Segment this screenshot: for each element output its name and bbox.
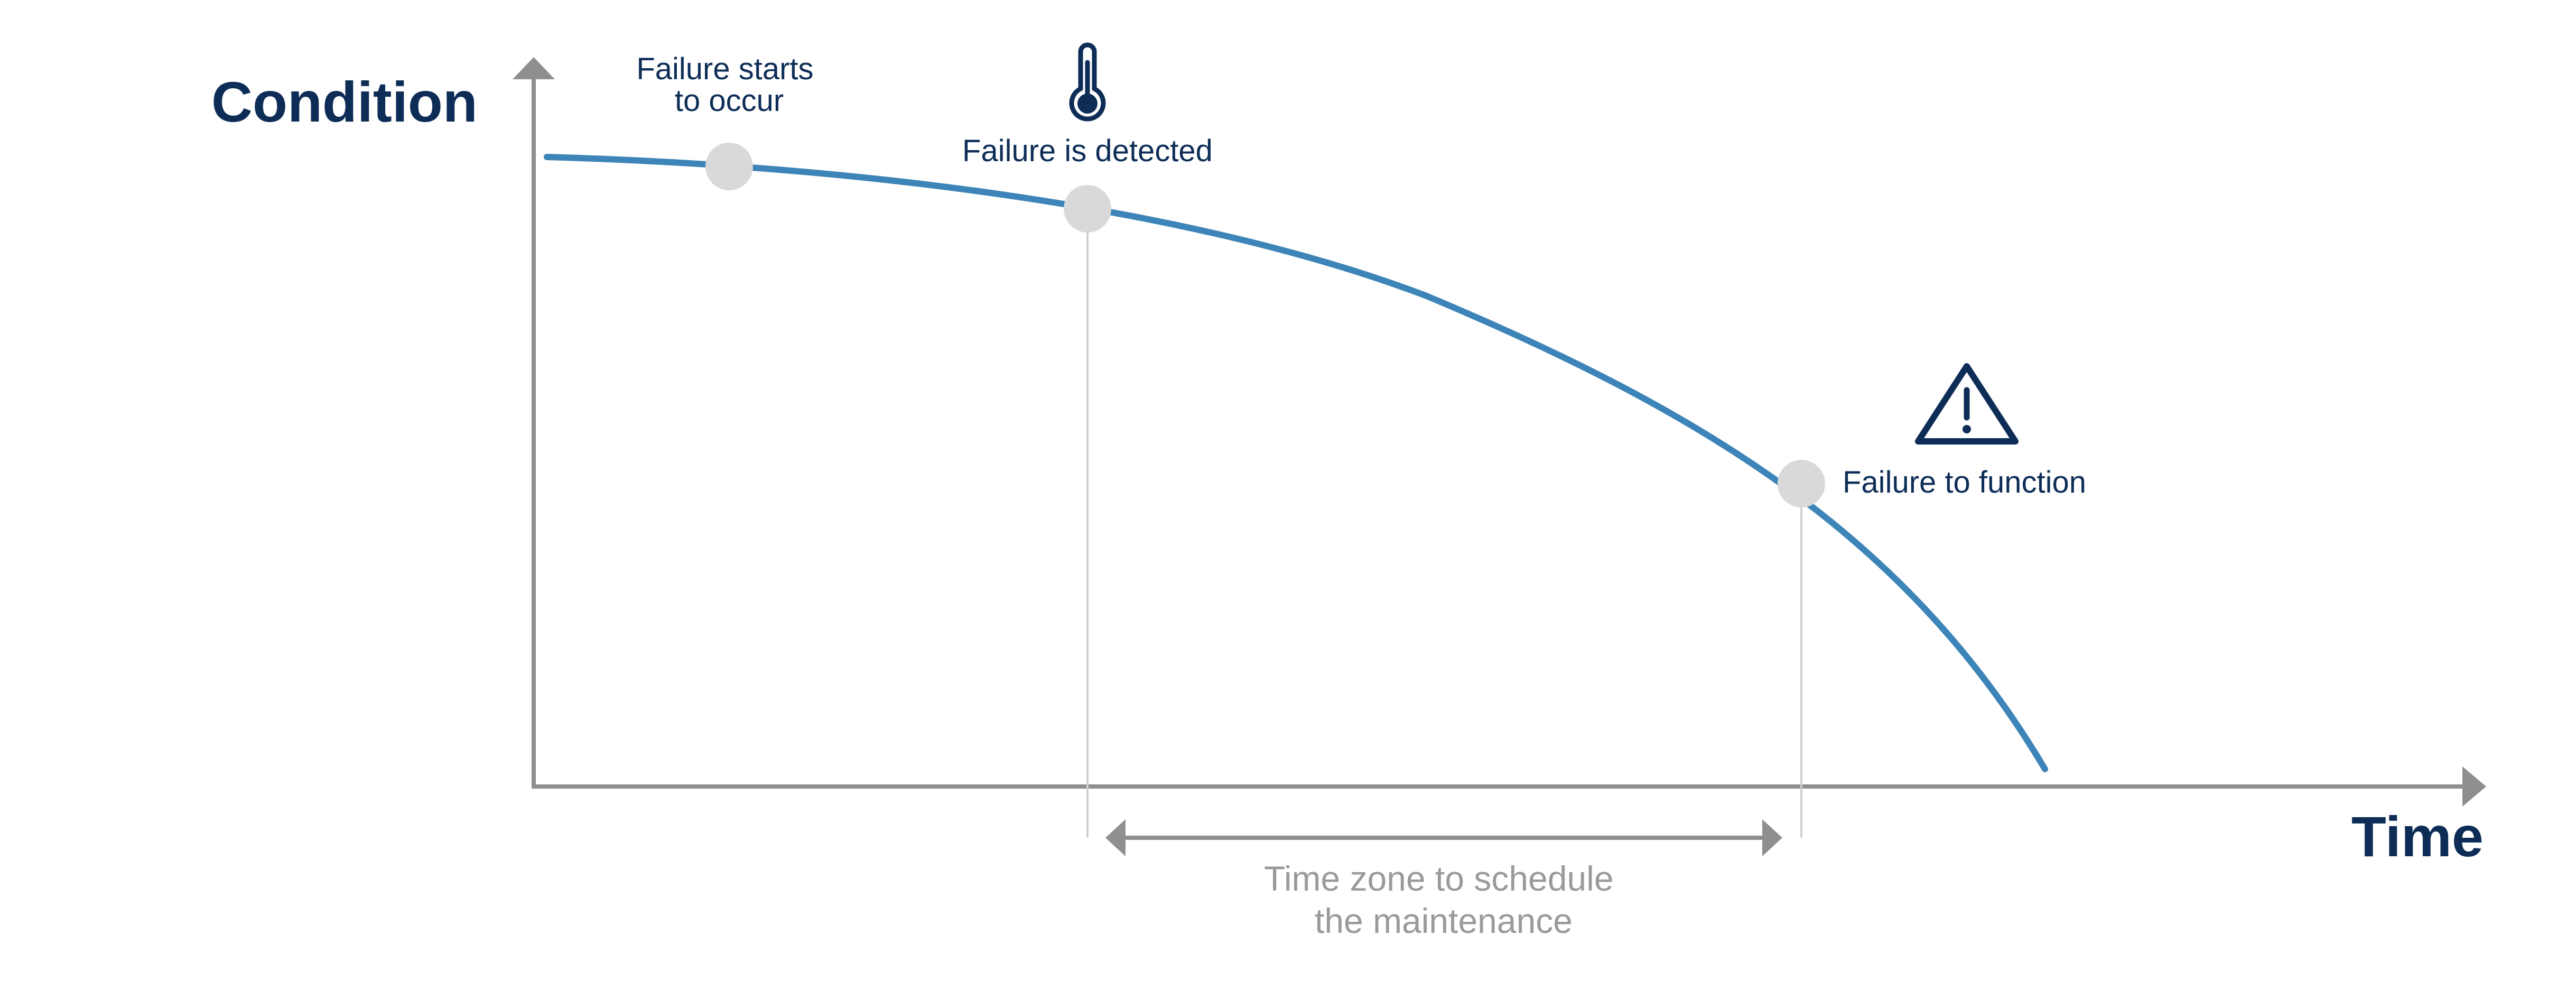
x-axis-arrow [2462,766,2486,807]
maintenance-zone-label-line-1: Time zone to schedule [1264,859,1614,898]
failure-starts-label: Failure starts to occur [636,52,822,118]
failure-to-function-marker [1778,460,1825,507]
zone-bracket-left-arrow [1105,819,1126,856]
axes [513,57,2486,807]
maintenance-zone-label: Time zone to schedule the maintenance [1264,859,1623,940]
zone-bracket-right-arrow [1762,819,1782,856]
y-axis-arrow [513,57,555,79]
x-axis-title: Time [2351,804,2484,868]
failure-detected-label: Failure is detected [962,134,1213,168]
failure-starts-marker [705,143,753,190]
warning-triangle-icon [1915,363,2019,445]
failure-to-function-label: Failure to function [1843,465,2086,499]
condition-curve [544,154,2048,772]
failure-detected-marker [1064,185,1111,233]
maintenance-zone-label-line-2: the maintenance [1315,901,1573,940]
maintenance-zone-bracket [1105,819,1782,856]
y-axis-title: Condition [211,70,478,134]
failure-starts-label-line-2: to occur [675,84,784,118]
thermometer-icon [1069,42,1106,122]
failure-starts-label-line-1: Failure starts [636,52,813,86]
